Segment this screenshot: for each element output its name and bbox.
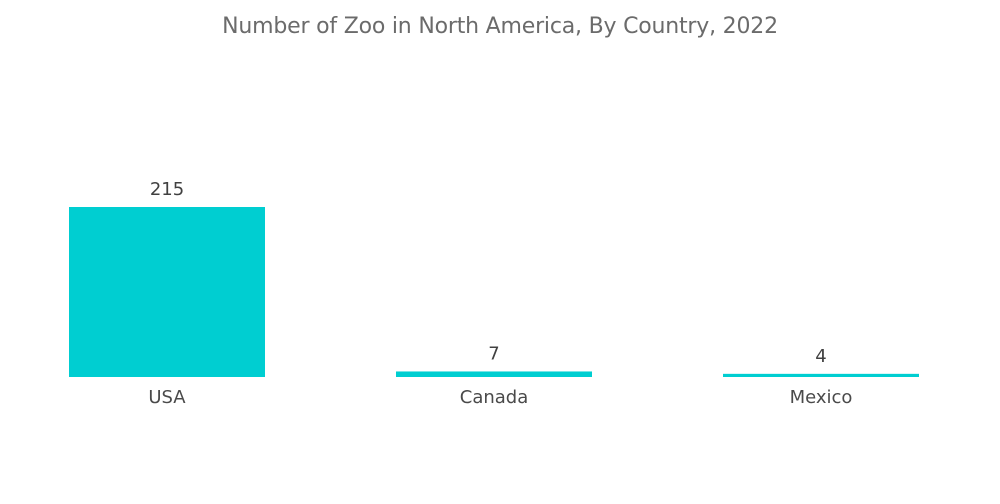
bar-mexico [723,373,919,377]
data-label-mexico: 4 [815,346,826,367]
chart-title: Number of Zoo in North America, By Count… [222,14,778,39]
category-label-usa: USA [148,387,186,408]
data-label-usa: 215 [150,179,184,200]
category-label-canada: Canada [460,387,529,408]
data-label-canada: 7 [488,343,499,364]
bar-usa [69,207,265,377]
category-label-mexico: Mexico [790,387,853,408]
bar-canada [396,371,592,377]
